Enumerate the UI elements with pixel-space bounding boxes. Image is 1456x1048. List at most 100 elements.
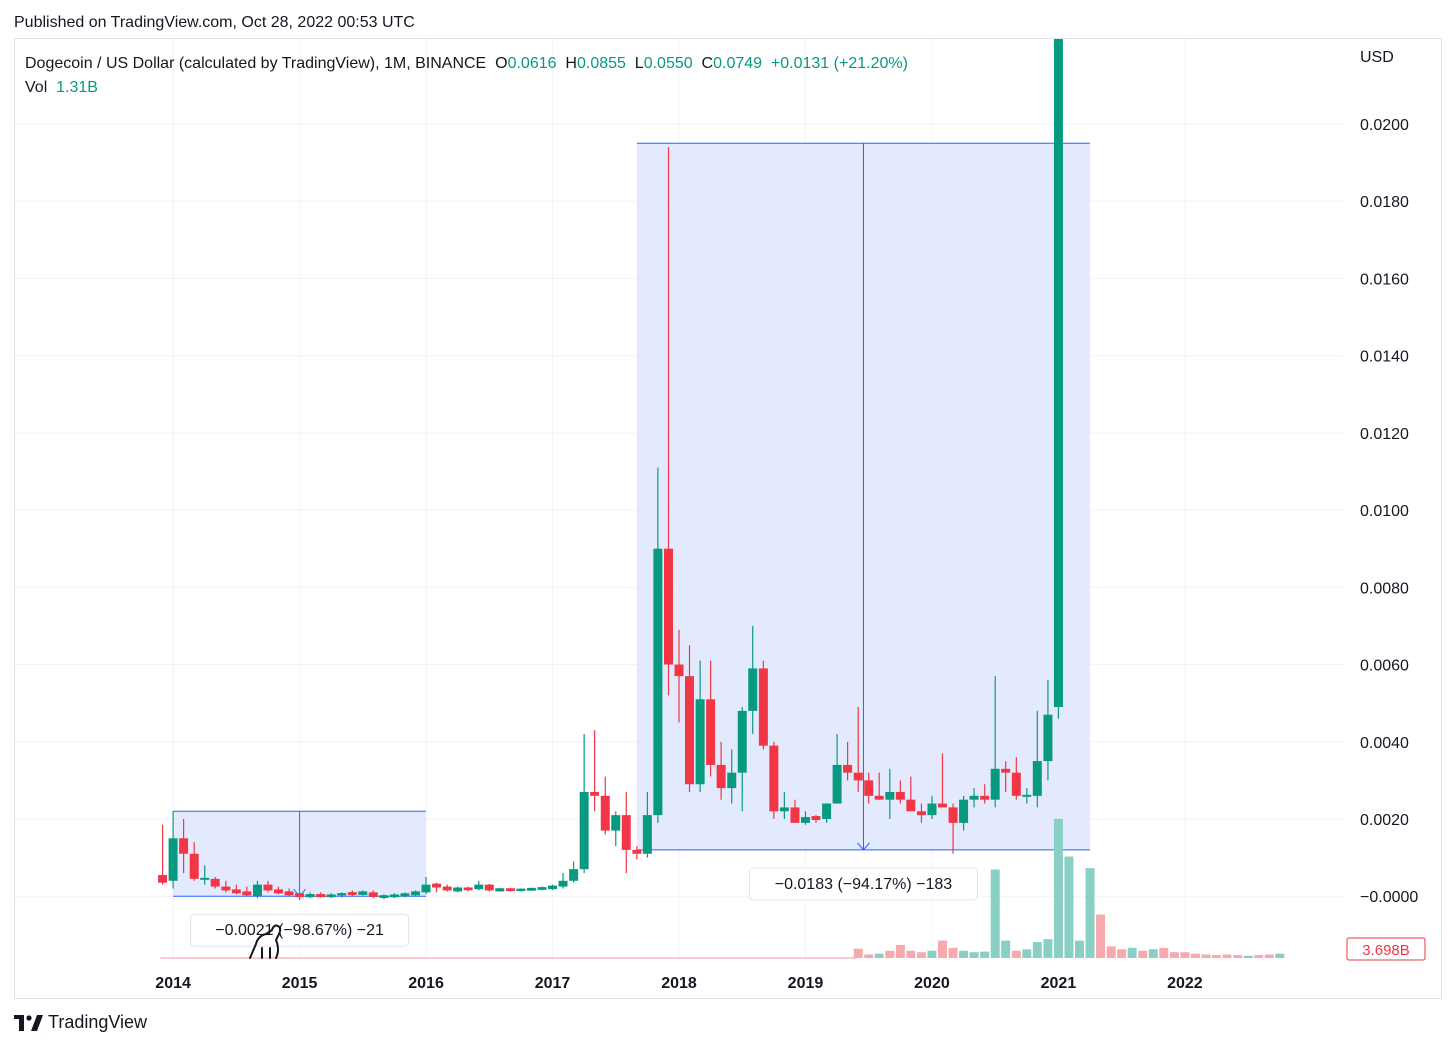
candle[interactable] <box>474 884 484 890</box>
chart-frame[interactable] <box>14 38 1442 999</box>
candle[interactable] <box>411 891 421 896</box>
measure-label: −0.0021 (−98.67%) −21 <box>215 922 384 939</box>
candle[interactable] <box>295 893 305 898</box>
candle[interactable] <box>189 853 199 879</box>
candle[interactable] <box>231 889 241 894</box>
candle[interactable] <box>505 888 515 892</box>
candle[interactable] <box>790 807 800 823</box>
candle[interactable] <box>242 891 252 896</box>
candle[interactable] <box>569 869 579 881</box>
candle[interactable] <box>959 799 969 823</box>
candle[interactable] <box>737 710 747 773</box>
candle[interactable] <box>548 885 558 890</box>
volume-bar <box>895 944 905 958</box>
candle[interactable] <box>811 816 821 820</box>
close-label: C <box>701 55 714 72</box>
candle[interactable] <box>758 668 768 746</box>
candle[interactable] <box>600 795 610 831</box>
candle[interactable] <box>453 887 463 892</box>
candle[interactable] <box>684 676 694 785</box>
y-tick-label: 0.0060 <box>1360 658 1409 675</box>
candle[interactable] <box>590 791 600 796</box>
candle[interactable] <box>695 699 705 785</box>
candle[interactable] <box>516 888 526 892</box>
candle[interactable] <box>537 887 547 890</box>
candle[interactable] <box>885 791 895 800</box>
candle[interactable] <box>1022 794 1032 797</box>
candle[interactable] <box>221 886 231 891</box>
candle[interactable] <box>674 664 684 677</box>
candle[interactable] <box>980 795 990 800</box>
candle[interactable] <box>495 888 505 892</box>
tradingview-logo[interactable]: TradingView <box>14 1012 147 1033</box>
candle[interactable] <box>210 878 220 887</box>
candle[interactable] <box>368 892 378 897</box>
candle[interactable] <box>1001 768 1011 773</box>
candle[interactable] <box>664 548 674 665</box>
candle[interactable] <box>969 795 979 800</box>
candle[interactable] <box>727 772 737 789</box>
candle[interactable] <box>1053 39 1063 708</box>
candle[interactable] <box>432 883 442 888</box>
dino-icon[interactable] <box>249 924 282 959</box>
candle[interactable] <box>316 894 326 898</box>
candle[interactable] <box>463 887 473 891</box>
candle[interactable] <box>948 807 958 823</box>
candle[interactable] <box>273 889 283 894</box>
candle[interactable] <box>1032 761 1042 796</box>
candle[interactable] <box>800 817 810 823</box>
candle[interactable] <box>716 764 726 789</box>
candle[interactable] <box>653 548 663 816</box>
candle[interactable] <box>263 884 273 891</box>
candle[interactable] <box>916 811 926 816</box>
candle[interactable] <box>284 891 294 896</box>
candle[interactable] <box>822 803 832 819</box>
candle[interactable] <box>611 815 621 831</box>
candle[interactable] <box>400 893 410 897</box>
candle[interactable] <box>379 895 389 898</box>
close-value: 0.0749 <box>713 55 763 72</box>
candle[interactable] <box>874 795 884 800</box>
candle[interactable] <box>906 799 916 812</box>
candle[interactable] <box>179 838 189 854</box>
candle[interactable] <box>1011 772 1021 796</box>
candle[interactable] <box>389 894 399 898</box>
candle[interactable] <box>158 874 168 883</box>
candle[interactable] <box>305 894 315 898</box>
candle[interactable] <box>937 803 947 808</box>
candle[interactable] <box>864 780 874 796</box>
measure-label-box <box>190 913 410 947</box>
candle[interactable] <box>632 849 642 854</box>
candle[interactable] <box>832 764 842 804</box>
candle[interactable] <box>748 668 758 711</box>
candle[interactable] <box>442 886 452 891</box>
open-value: 0.0616 <box>507 55 557 72</box>
low-value: 0.0550 <box>643 55 693 72</box>
candle[interactable] <box>706 699 716 765</box>
candle[interactable] <box>421 884 431 893</box>
candle[interactable] <box>484 884 494 891</box>
candle[interactable] <box>779 807 789 812</box>
candle[interactable] <box>252 884 262 897</box>
candle[interactable] <box>558 880 568 887</box>
candle[interactable] <box>769 745 779 812</box>
candle[interactable] <box>853 772 863 781</box>
candle[interactable] <box>526 887 536 891</box>
measure-label: −0.0183 (−94.17%) −183 <box>775 876 953 893</box>
candle[interactable] <box>1043 714 1053 762</box>
candle[interactable] <box>642 815 652 854</box>
candle[interactable] <box>200 877 210 880</box>
candle[interactable] <box>347 892 357 895</box>
candle[interactable] <box>927 803 937 816</box>
volume-bar <box>1001 940 1011 958</box>
candle[interactable] <box>621 815 631 850</box>
candle[interactable] <box>990 768 1000 800</box>
candle[interactable] <box>326 894 336 898</box>
candle[interactable] <box>168 838 178 881</box>
candle[interactable] <box>895 791 905 800</box>
candle[interactable] <box>337 893 347 896</box>
candle[interactable] <box>579 791 589 870</box>
candle[interactable] <box>843 764 853 773</box>
candle[interactable] <box>358 891 368 895</box>
